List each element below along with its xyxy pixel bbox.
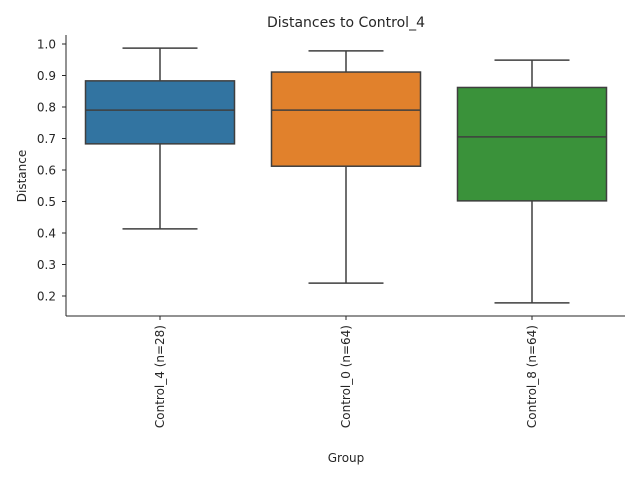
box-group	[84, 47, 236, 230]
y-tick-label: 0.9	[37, 69, 56, 83]
box-group	[456, 59, 608, 304]
x-tick-label: Control_0 (n=64)	[339, 325, 353, 428]
y-tick-label: 0.7	[37, 132, 56, 146]
x-axis-label: Group	[328, 451, 365, 465]
y-tick-label: 0.3	[37, 258, 56, 272]
y-tick-label: 0.4	[37, 227, 56, 241]
y-tick-label: 0.2	[37, 290, 56, 304]
box-group	[270, 50, 422, 284]
y-tick-label: 1.0	[37, 38, 56, 52]
y-axis-label: Distance	[15, 150, 29, 202]
y-tick-label: 0.8	[37, 101, 56, 115]
box-iqr	[84, 80, 236, 145]
box-iqr	[456, 86, 608, 202]
box-iqr	[270, 71, 422, 167]
y-tick-label: 0.6	[37, 164, 56, 178]
y-tick-label: 0.5	[37, 195, 56, 209]
x-tick-label: Control_8 (n=64)	[525, 325, 539, 428]
x-tick-label: Control_4 (n=28)	[153, 325, 167, 428]
chart-title: Distances to Control_4	[267, 15, 425, 31]
